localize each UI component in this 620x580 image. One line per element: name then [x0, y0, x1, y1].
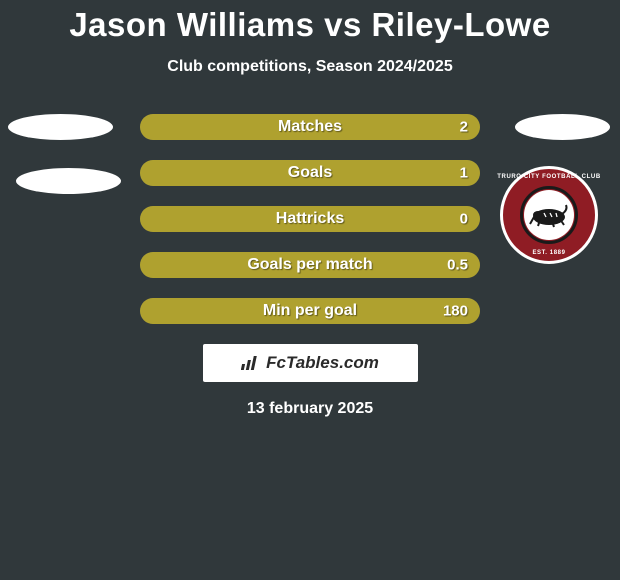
club-right-badge: TRURO CITY FOOTBALL CLUB EST. 1889: [500, 166, 598, 264]
club-badge-inner: [524, 190, 574, 240]
club-badge-text-bottom: EST. 1889: [532, 250, 565, 256]
stat-value: 180: [443, 303, 468, 320]
comparison-title: Jason Williams vs Riley-Lowe: [0, 0, 620, 44]
club-badge-animal-icon: [524, 190, 574, 240]
fctables-label: FcTables.com: [266, 353, 379, 373]
stat-value: 0: [460, 211, 468, 228]
season-subtitle: Club competitions, Season 2024/2025: [0, 58, 620, 76]
stat-row: Goals per match 0.5: [140, 252, 480, 278]
stat-label: Matches: [278, 118, 342, 136]
bar-chart-icon: [241, 355, 261, 371]
stat-value: 2: [460, 119, 468, 136]
stat-label: Goals per match: [247, 256, 372, 274]
stat-row: Hattricks 0: [140, 206, 480, 232]
stat-label: Min per goal: [263, 302, 357, 320]
player-right-photo-placeholder: [515, 114, 610, 140]
stat-label: Hattricks: [276, 210, 344, 228]
club-left-badge-placeholder: [16, 168, 121, 194]
stat-row: Goals 1: [140, 160, 480, 186]
club-badge-text-top: TRURO CITY FOOTBALL CLUB: [497, 174, 601, 180]
stat-value: 0.5: [447, 257, 468, 274]
stat-row: Min per goal 180: [140, 298, 480, 324]
stat-row: Matches 2: [140, 114, 480, 140]
stat-bars: Matches 2 Goals 1 Hattricks 0 Goals per match 0…: [140, 114, 480, 324]
fctables-watermark: FcTables.com: [203, 344, 418, 382]
comparison-panel: TRURO CITY FOOTBALL CLUB EST. 1889 Match…: [0, 114, 620, 418]
player-left-photo-placeholder: [8, 114, 113, 140]
stat-label: Goals: [288, 164, 332, 182]
stat-value: 1: [460, 165, 468, 182]
snapshot-date: 13 february 2025: [0, 400, 620, 418]
